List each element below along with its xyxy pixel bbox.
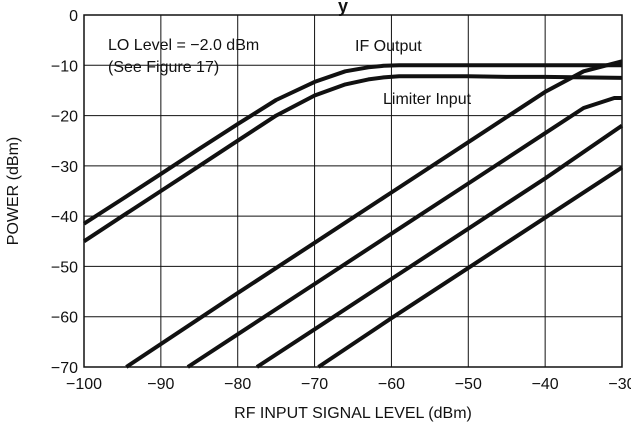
x-tick-label: −100 xyxy=(66,376,102,393)
x-axis-title: RF INPUT SIGNAL LEVEL (dBm) xyxy=(234,405,472,422)
series-line-6 xyxy=(317,165,624,369)
y-tick-label: −60 xyxy=(51,310,78,327)
x-tick-label: −60 xyxy=(378,376,405,393)
chart-title-fragment: y xyxy=(338,0,348,16)
y-tick-label: −70 xyxy=(51,360,78,377)
tick-labels: −100 −90 −80 −70 −60 −50 −40 −30 0 −10 −20 −30 −40 −5… xyxy=(51,8,631,393)
y-tick-label: −10 xyxy=(51,58,78,75)
series-line-4 xyxy=(186,96,622,369)
series-line-2 xyxy=(82,74,623,243)
y-axis-title: POWER (dBm) xyxy=(5,137,22,245)
x-tick-label: −30 xyxy=(608,376,631,393)
y-tick-label: −50 xyxy=(51,259,78,276)
series-lines xyxy=(82,59,624,369)
y-tick-label: −30 xyxy=(51,159,78,176)
y-tick-label: −20 xyxy=(51,109,78,126)
y-tick-label: 0 xyxy=(69,8,78,25)
plot-frame xyxy=(83,14,623,368)
x-tick-label: −40 xyxy=(532,376,559,393)
y-tick-label: −40 xyxy=(51,209,78,226)
annotation-limiter-input: Limiter Input xyxy=(383,91,472,108)
series-line-5 xyxy=(255,123,624,369)
annotation-if-output: IF Output xyxy=(355,38,422,55)
annotation-see-figure: (See Figure 17) xyxy=(108,59,219,76)
annotation-lo-level: LO Level = −2.0 dBm xyxy=(108,37,259,54)
x-tick-label: −50 xyxy=(455,376,482,393)
x-tick-label: −70 xyxy=(301,376,328,393)
series-line-1 xyxy=(82,63,622,226)
x-tick-label: −80 xyxy=(224,376,251,393)
x-tick-label: −90 xyxy=(147,376,174,393)
series-line-3 xyxy=(125,59,623,369)
